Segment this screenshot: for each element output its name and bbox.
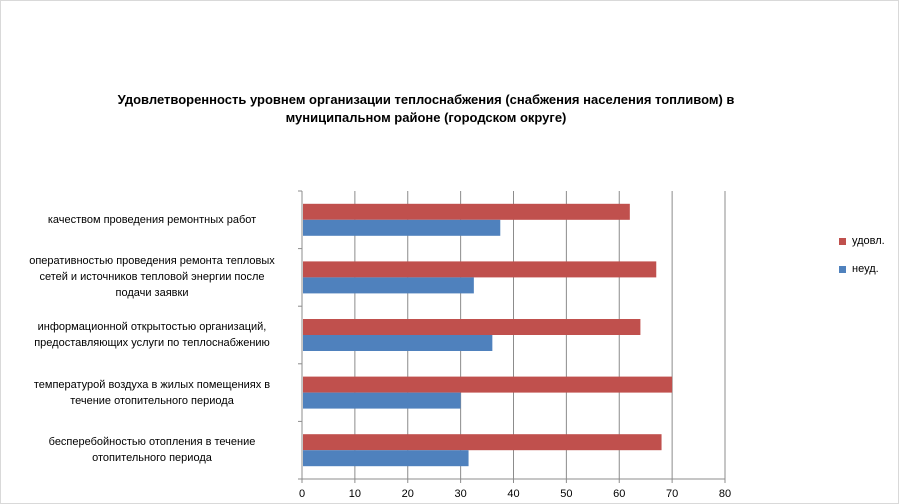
bar-unsatisfied bbox=[303, 335, 493, 351]
category-label: оперативностью проведения ремонта теплов… bbox=[7, 253, 297, 301]
chart-title: Удовлетворенность уровнем организации те… bbox=[61, 91, 791, 127]
category-label: информационной открытостью организаций, п… bbox=[7, 319, 297, 351]
x-tick-label: 40 bbox=[507, 488, 519, 500]
bar-satisfied bbox=[303, 319, 641, 335]
bar-unsatisfied bbox=[303, 392, 461, 409]
bar-satisfied bbox=[303, 203, 630, 220]
category-label-line: бесперебойностью отопления в течение bbox=[48, 436, 256, 449]
x-tick-label: 70 bbox=[666, 488, 678, 500]
x-tick-label: 30 bbox=[455, 488, 467, 500]
category-label-line: оперативностью проведения ремонта теплов… bbox=[29, 255, 275, 268]
category-label: температурой воздуха в жилых помещениях … bbox=[7, 377, 297, 409]
bar-unsatisfied bbox=[303, 450, 469, 467]
bar-unsatisfied bbox=[303, 219, 501, 236]
chart-title-line-1: Удовлетворенность уровнем организации те… bbox=[117, 92, 735, 107]
legend-item: удовл. bbox=[839, 233, 885, 249]
x-tick-label: 0 bbox=[299, 488, 305, 500]
category-label-line: температурой воздуха в жилых помещениях … bbox=[33, 378, 271, 391]
category-label: бесперебойностью отопления в течение отоп… bbox=[7, 434, 297, 466]
legend: удовл. неуд. bbox=[839, 233, 885, 289]
legend-label: неуд. bbox=[852, 263, 879, 275]
legend-label: удовл. bbox=[852, 235, 885, 247]
bar-satisfied bbox=[303, 434, 662, 451]
x-tick-label: 20 bbox=[402, 488, 414, 500]
x-tick-label: 10 bbox=[349, 488, 361, 500]
bar-unsatisfied bbox=[303, 277, 474, 294]
x-tick-label: 60 bbox=[613, 488, 625, 500]
category-label-line: информационной открытостью организаций, bbox=[37, 321, 267, 333]
category-label-line: предоставляющих услуги по теплоснабжению bbox=[34, 337, 270, 349]
legend-item: неуд. bbox=[839, 261, 885, 277]
legend-swatch bbox=[839, 265, 846, 273]
x-tick-label: 80 bbox=[719, 488, 731, 500]
x-tick-label: 50 bbox=[560, 488, 572, 500]
legend-swatch bbox=[839, 237, 846, 245]
category-label-line: качеством проведения ремонтных работ bbox=[47, 213, 257, 226]
bar-satisfied bbox=[303, 376, 673, 393]
category-label-line: сетей и источников тепловой энергии посл… bbox=[39, 271, 265, 284]
category-label-line: отопительного периода bbox=[92, 452, 212, 465]
category-label: качеством проведения ремонтных работ bbox=[7, 212, 297, 228]
chart-title-line-2: муниципальном районе (городском округе) bbox=[285, 110, 567, 125]
bar-satisfied bbox=[303, 261, 657, 278]
category-label-line: подачи заявки bbox=[115, 287, 189, 300]
category-label-line: течение отопительного периода bbox=[70, 394, 234, 407]
